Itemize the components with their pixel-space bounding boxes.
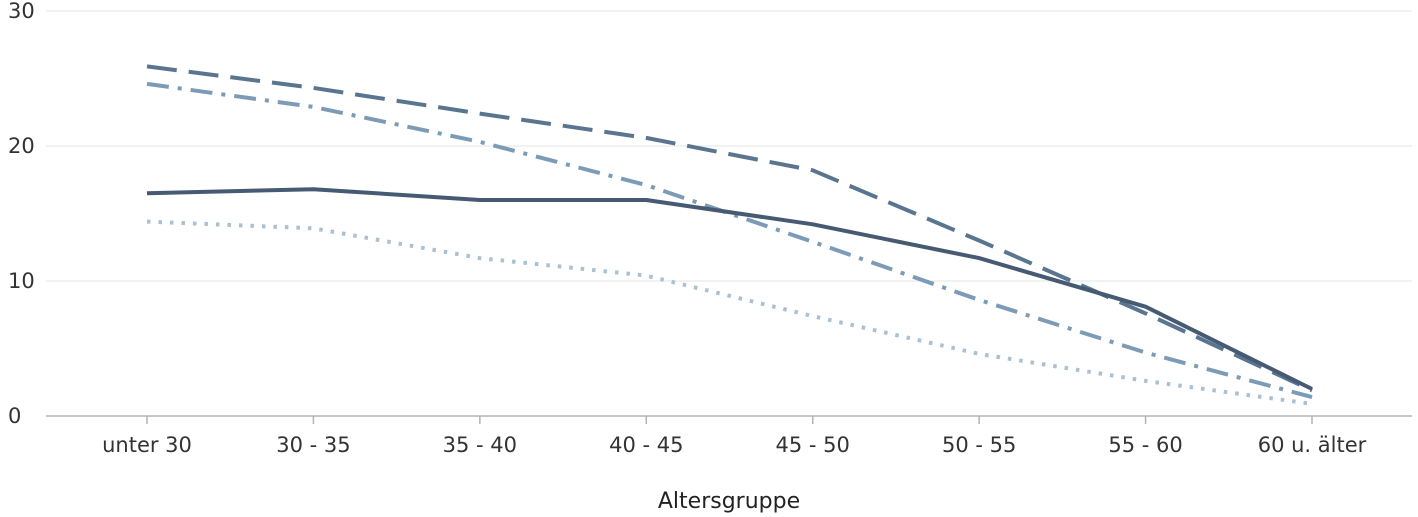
series bbox=[146, 64, 1313, 406]
series-line-dotted bbox=[146, 219, 1313, 406]
y-tick-label: 0 bbox=[8, 404, 21, 428]
y-tick-label: 30 bbox=[8, 0, 35, 23]
series-line-dashed bbox=[146, 64, 1313, 393]
grid bbox=[46, 10, 1412, 417]
x-tick-label: 30 - 35 bbox=[276, 433, 350, 457]
x-tick-label: 40 - 45 bbox=[609, 433, 683, 457]
x-tick-label: 35 - 40 bbox=[443, 433, 517, 457]
x-tick-label: 50 - 55 bbox=[942, 433, 1016, 457]
x-axis: unter 30 30 - 35 35 - 40 40 - 45 45 - 50 50 -… bbox=[102, 416, 1367, 457]
x-tick-label: 60 u. älter bbox=[1258, 433, 1367, 457]
series-line-dash-dot bbox=[146, 81, 1313, 400]
x-tick-label: unter 30 bbox=[102, 433, 192, 457]
y-tick-label: 10 bbox=[8, 269, 35, 293]
series-line-solid bbox=[146, 187, 1313, 391]
y-tick-label: 20 bbox=[8, 134, 35, 158]
x-tick-label: 45 - 50 bbox=[776, 433, 850, 457]
y-axis: 0 10 20 30 bbox=[8, 0, 35, 428]
x-tick-label: 55 - 60 bbox=[1108, 433, 1182, 457]
x-axis-title: Altersgruppe bbox=[658, 489, 800, 514]
